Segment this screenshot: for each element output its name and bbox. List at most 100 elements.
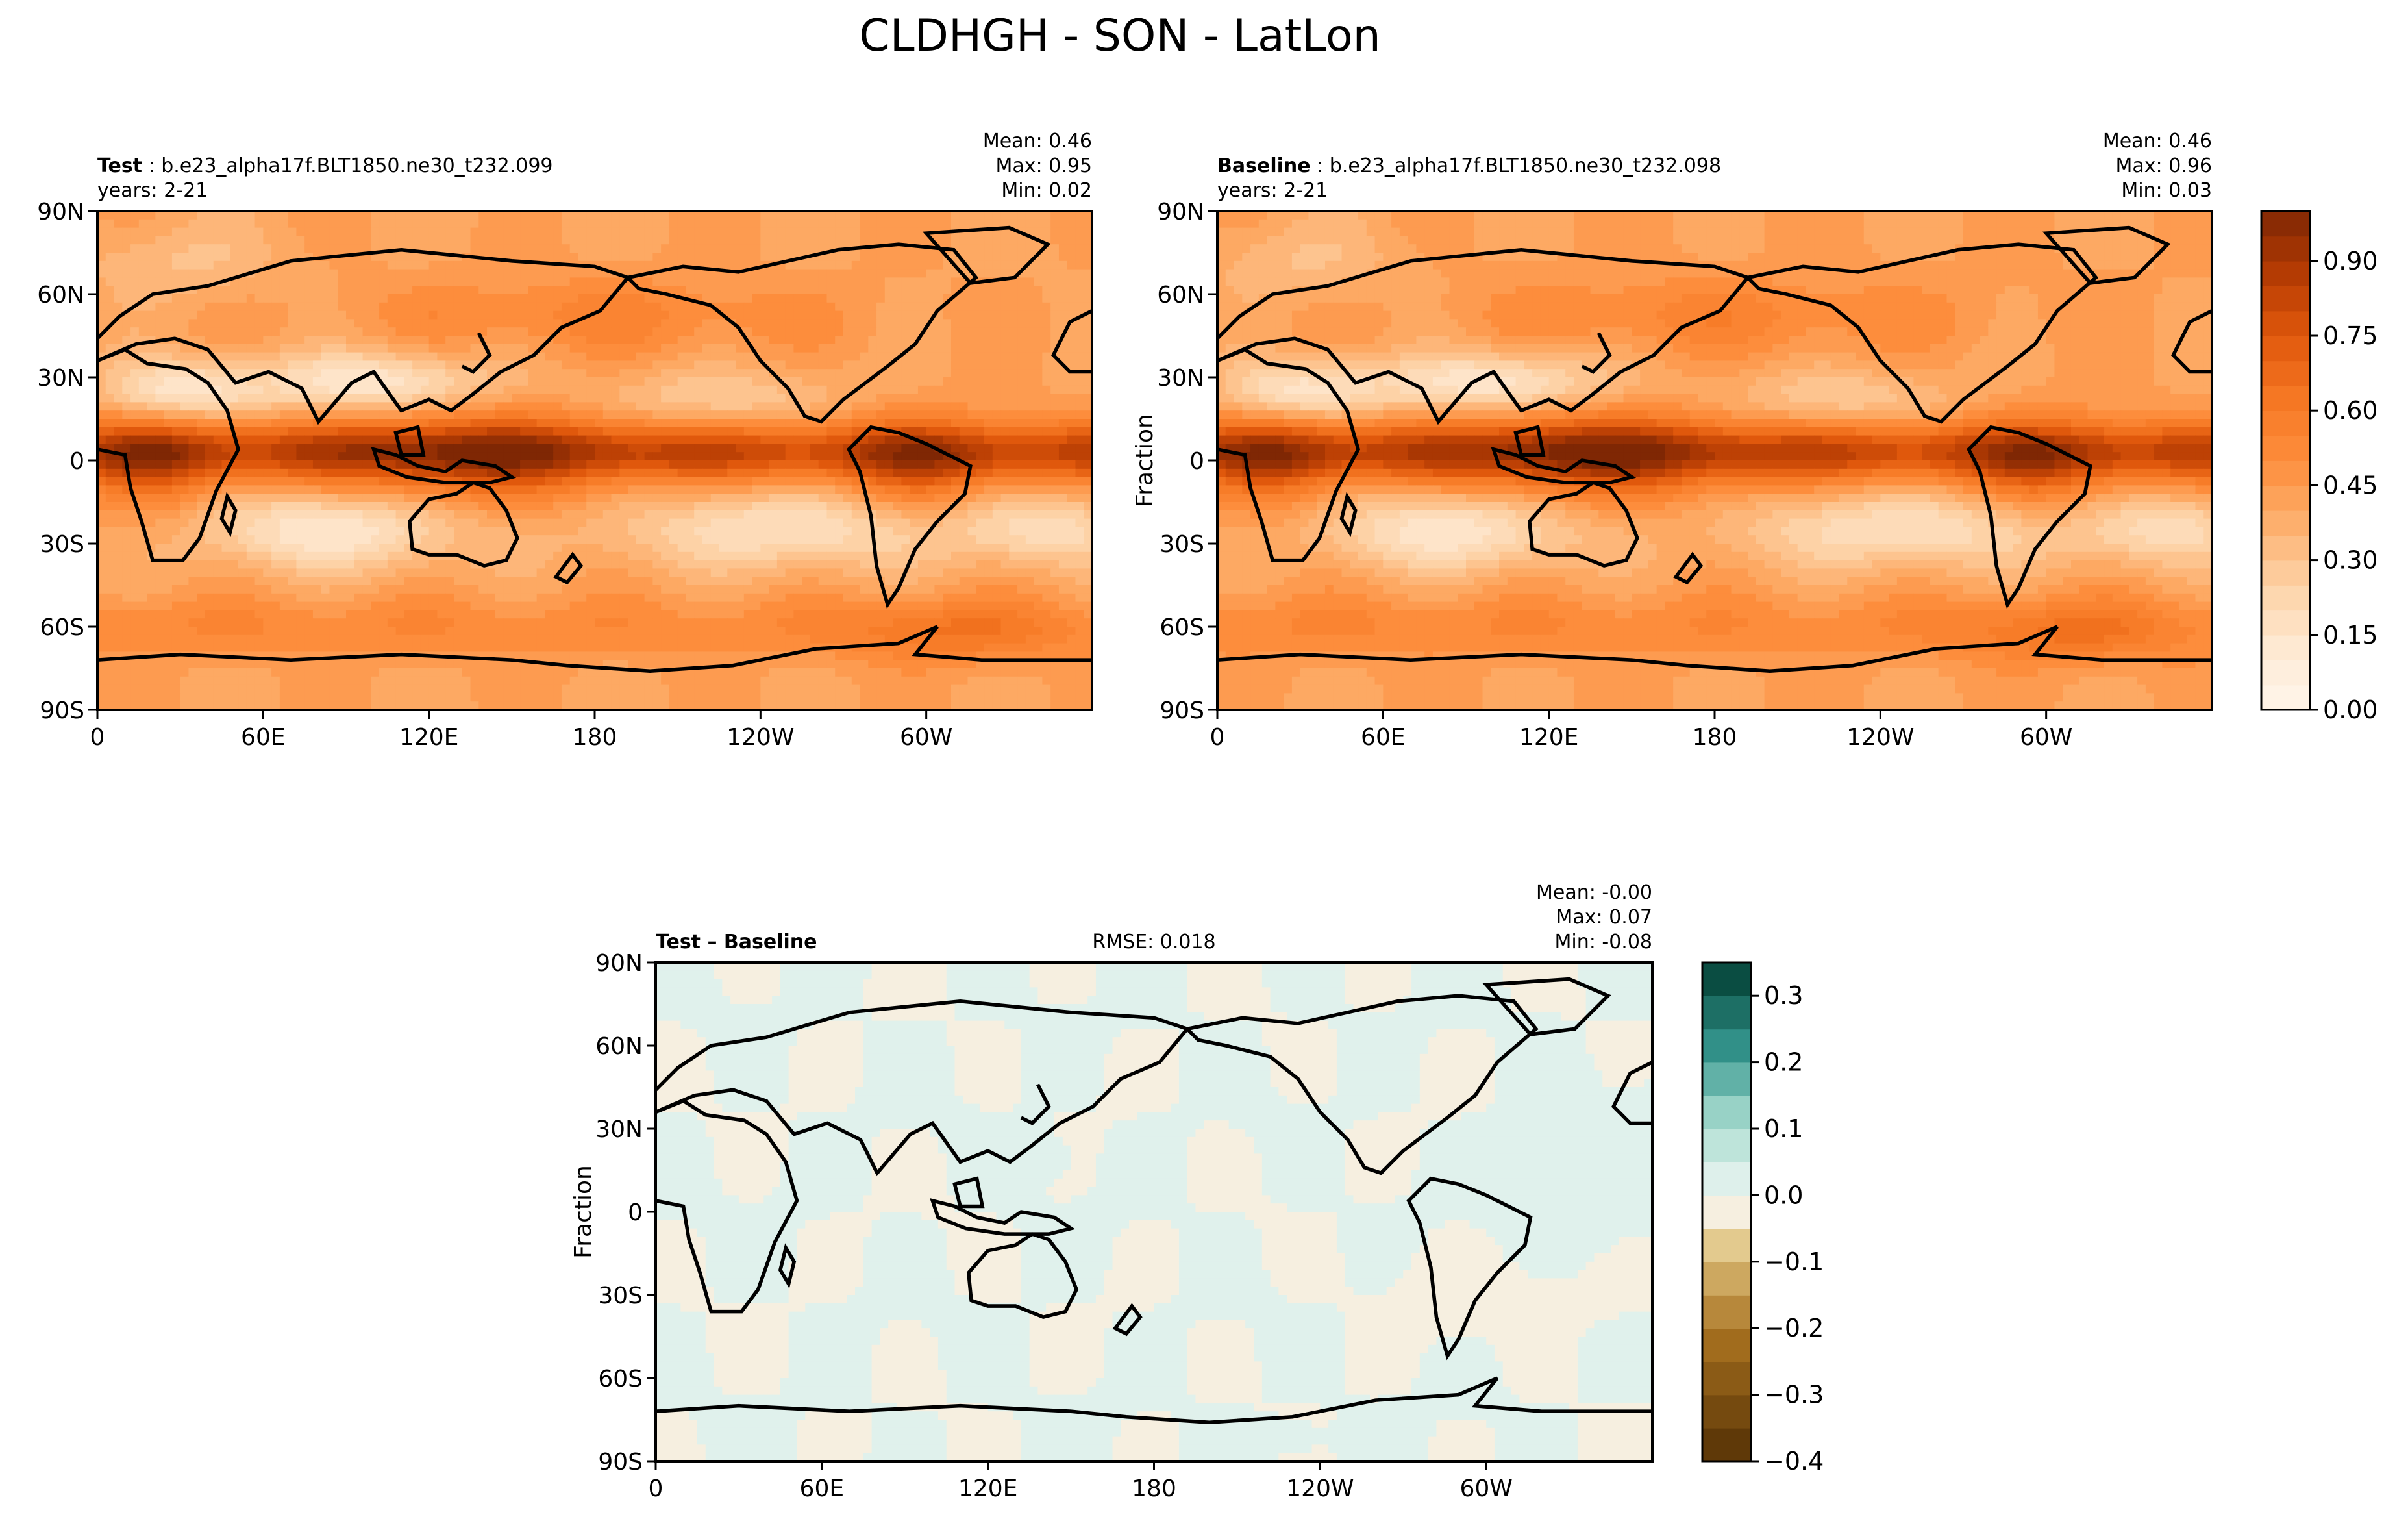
map-cell [114, 460, 123, 469]
map-cell [1026, 286, 1034, 294]
map-cell [843, 402, 852, 410]
map-cell [603, 311, 612, 320]
map-cell [777, 419, 786, 427]
map-cell [388, 327, 396, 336]
map-cell [819, 502, 827, 510]
map-cell [694, 353, 702, 361]
map-cell [280, 410, 288, 419]
map-cell [288, 303, 297, 311]
map-cell [313, 369, 321, 377]
map-cell [528, 228, 537, 236]
map-cell [263, 394, 271, 403]
map-cell [901, 303, 910, 311]
map-cell [636, 436, 645, 444]
map-cell [669, 244, 678, 253]
map-cell [951, 327, 960, 336]
map-cell [114, 485, 123, 494]
map-cell [645, 402, 653, 410]
map-cell [570, 336, 578, 344]
map-cell [147, 436, 156, 444]
map-cell [669, 360, 678, 369]
map-cell [97, 319, 106, 327]
map-cell [943, 436, 951, 444]
map-cell [164, 294, 172, 303]
map-cell [130, 377, 139, 386]
map-cell [968, 535, 976, 544]
map-cell [562, 410, 570, 419]
map-cell [130, 410, 139, 419]
map-cell [255, 510, 264, 519]
map-cell [619, 394, 628, 403]
map-cell [247, 410, 255, 419]
map-cell [769, 386, 777, 394]
map-cell [379, 270, 388, 278]
map-cell [1001, 336, 1010, 344]
map-cell [586, 353, 595, 361]
map-cell [694, 469, 702, 477]
map-cell [885, 228, 893, 236]
map-cell [570, 477, 578, 486]
map-cell [512, 311, 520, 320]
map-cell [744, 394, 752, 403]
map-cell [462, 377, 471, 386]
map-cell [1050, 544, 1059, 552]
map-cell [1026, 427, 1034, 436]
map-cell [512, 286, 520, 294]
map-cell [130, 319, 139, 327]
map-cell [147, 394, 156, 403]
map-cell [214, 377, 222, 386]
map-cell [934, 261, 943, 270]
map-cell [553, 444, 562, 452]
map-cell [1067, 519, 1076, 527]
map-cell [238, 419, 247, 427]
map-cell [645, 519, 653, 527]
map-cell [139, 427, 147, 436]
map-cell [1026, 377, 1034, 386]
map-cell [885, 436, 893, 444]
map-cell [1034, 394, 1043, 403]
map-cell [752, 303, 761, 311]
map-cell [188, 485, 197, 494]
map-cell [230, 253, 238, 261]
map-cell [545, 427, 553, 436]
map-cell [843, 436, 852, 444]
map-cell [164, 236, 172, 244]
map-cell [1001, 427, 1010, 436]
map-cell [984, 244, 993, 253]
map-cell [951, 277, 960, 286]
map-cell [918, 286, 926, 294]
map-cell [214, 444, 222, 452]
map-cell [437, 369, 445, 377]
map-cell [205, 319, 214, 327]
map-cell [296, 261, 304, 270]
map-cell [114, 544, 123, 552]
map-cell [678, 253, 686, 261]
map-cell [652, 519, 661, 527]
map-cell [736, 311, 744, 320]
map-cell [396, 394, 404, 403]
map-cell [686, 386, 694, 394]
map-cell [562, 535, 570, 544]
map-cell [760, 311, 769, 320]
map-cell [976, 502, 984, 510]
map-cell [271, 494, 280, 502]
map-cell [97, 277, 106, 286]
map-cell [826, 311, 835, 320]
map-cell [1017, 535, 1026, 544]
map-cell [155, 444, 164, 452]
map-cell [744, 244, 752, 253]
map-cell [147, 270, 156, 278]
map-cell [371, 469, 379, 477]
map-cell [951, 410, 960, 419]
map-cell [238, 510, 247, 519]
map-cell [537, 527, 545, 535]
map-cell [810, 220, 819, 228]
map-cell [769, 319, 777, 327]
map-cell [130, 544, 139, 552]
map-cell [238, 436, 247, 444]
map-cell [379, 519, 388, 527]
map-cell [819, 485, 827, 494]
map-cell [777, 494, 786, 502]
map-cell [636, 460, 645, 469]
map-cell [164, 427, 172, 436]
